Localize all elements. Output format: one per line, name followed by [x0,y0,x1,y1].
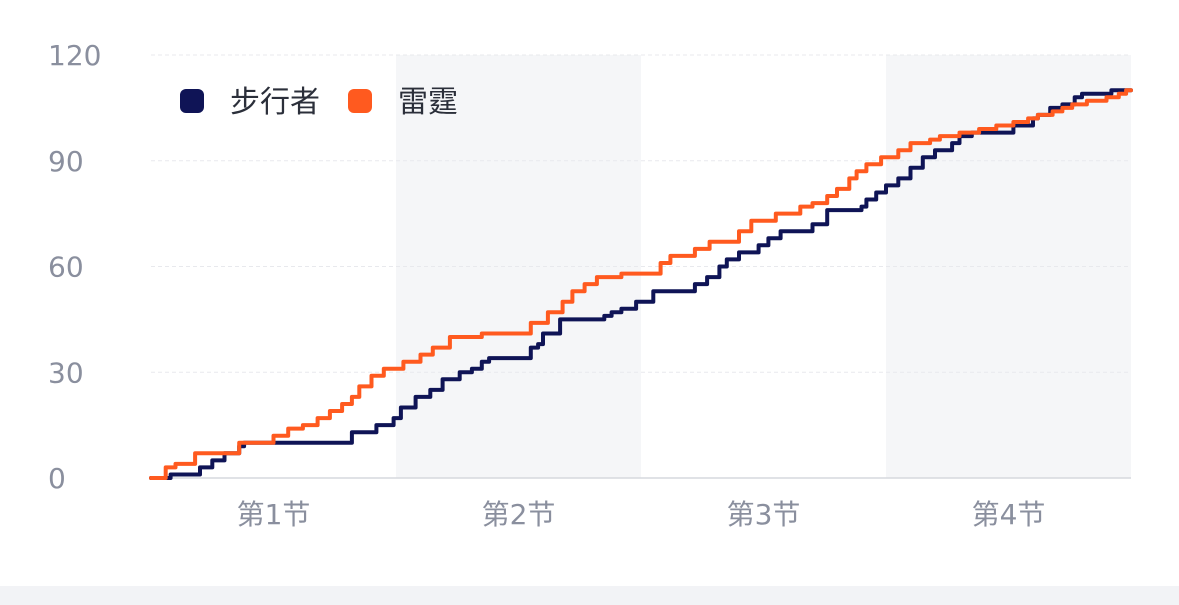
x-tick-label: 第1节 [237,498,311,531]
bottom-strip [0,586,1179,605]
x-tick-label: 第4节 [972,498,1046,531]
legend-label: 雷霆 [398,85,458,120]
series-line-1 [149,88,1133,480]
series-lines [149,88,1133,480]
x-tick-label: 第2节 [482,498,556,531]
y-tick-label: 0 [48,462,66,495]
legend-swatch [348,89,372,113]
legend-swatch [180,89,204,113]
grid-lines [151,54,1131,479]
y-tick-label: 120 [48,39,101,72]
x-axis-ticks: 第1节 第2节 第3节 第4节 [237,498,1046,531]
x-tick-label: 第3节 [727,498,801,531]
y-tick-label: 30 [48,356,84,389]
y-axis-ticks: 0 30 60 90 120 [48,39,101,495]
legend: 步行者 雷霆 [180,85,458,120]
series-line-0 [149,88,1133,480]
y-tick-label: 60 [48,251,84,284]
y-tick-label: 90 [48,145,84,178]
legend-label: 步行者 [230,85,320,120]
